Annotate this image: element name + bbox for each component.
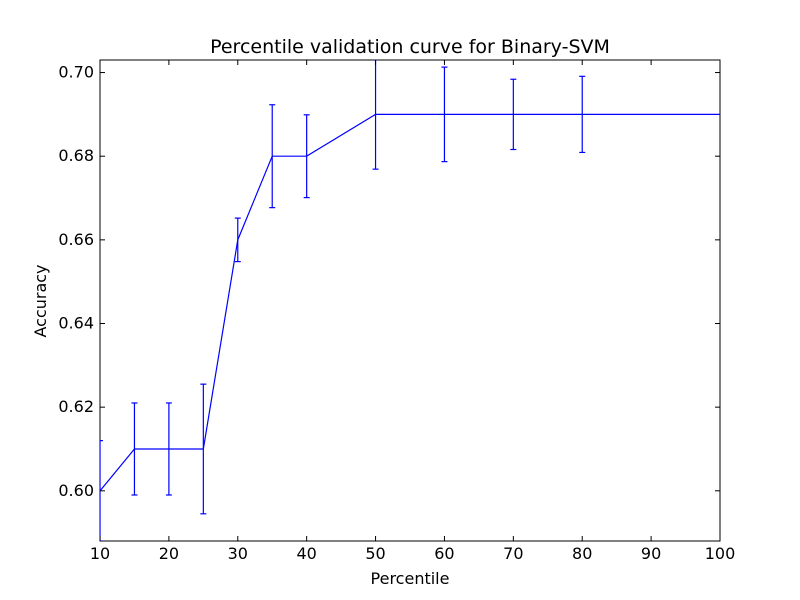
y-tick-label: 0.62 (58, 397, 94, 416)
y-axis-label: Accuracy (31, 264, 50, 337)
y-axis-ticks: 0.60 0.62 0.64 0.66 0.68 0.70 (58, 63, 720, 500)
x-tick-label: 20 (159, 544, 179, 563)
x-tick-label: 50 (365, 544, 385, 563)
x-axis-label: Percentile (371, 569, 450, 588)
x-tick-label: 40 (296, 544, 316, 563)
x-tick-label: 100 (705, 544, 736, 563)
y-tick-label: 0.64 (58, 314, 94, 333)
series-group (100, 60, 720, 541)
x-tick-label: 70 (503, 544, 523, 563)
x-tick-label: 80 (572, 544, 592, 563)
y-tick-label: 0.60 (58, 481, 94, 500)
chart-title: Percentile validation curve for Binary-S… (210, 36, 610, 58)
x-tick-label: 30 (228, 544, 248, 563)
y-tick-label: 0.70 (58, 63, 94, 82)
x-axis-ticks: 10 20 30 40 50 60 70 80 90 100 (90, 60, 735, 563)
x-tick-label: 90 (641, 544, 661, 563)
x-tick-label: 10 (90, 544, 110, 563)
plot-area (99, 59, 721, 542)
y-tick-label: 0.66 (58, 230, 94, 249)
plot-frame (99, 59, 721, 542)
y-tick-label: 0.68 (58, 146, 94, 165)
x-tick-label: 60 (434, 544, 454, 563)
